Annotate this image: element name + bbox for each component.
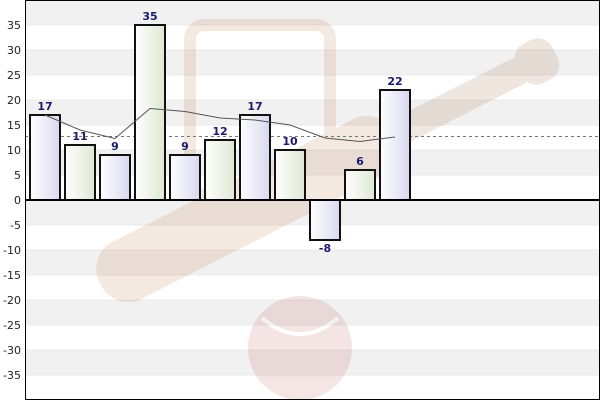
grid-band xyxy=(25,50,600,75)
grid-band xyxy=(25,250,600,275)
bar xyxy=(379,89,411,201)
y-tick-label: -15 xyxy=(3,269,21,282)
data-label: 35 xyxy=(142,10,157,23)
data-label: 11 xyxy=(72,130,87,143)
grid-band xyxy=(25,100,600,125)
bars xyxy=(29,24,411,241)
bar xyxy=(29,114,61,201)
y-tick-label: 15 xyxy=(7,119,21,132)
y-axis-ticks: 35 30 25 20 15 10 5 0 -5 -10 -15 -20 -25 -30 -35 xyxy=(3,19,21,382)
bar xyxy=(204,139,236,201)
data-label: 17 xyxy=(37,100,52,113)
y-tick-label: -30 xyxy=(3,344,21,357)
bar xyxy=(64,144,96,201)
y-tick-label: -35 xyxy=(3,369,21,382)
y-tick-label: 5 xyxy=(14,169,21,182)
data-label: -8 xyxy=(319,242,331,255)
data-label: 9 xyxy=(181,140,189,153)
grid-band xyxy=(25,300,600,325)
bar xyxy=(274,149,306,201)
bar xyxy=(309,199,341,241)
trend-line xyxy=(44,107,396,143)
y-tick-label: -5 xyxy=(10,219,21,232)
data-label: 17 xyxy=(247,100,262,113)
y-tick-label: -10 xyxy=(3,244,21,257)
y-tick-label: 35 xyxy=(7,19,21,32)
y-tick-label: 20 xyxy=(7,94,21,107)
y-tick-label: -25 xyxy=(3,319,21,332)
data-labels: 17 11 9 35 9 12 17 10 -8 6 22 xyxy=(37,10,402,255)
y-tick-label: 0 xyxy=(14,194,21,207)
data-label: 22 xyxy=(387,75,402,88)
bar xyxy=(344,169,376,201)
grid-band xyxy=(25,0,600,25)
grid-band xyxy=(25,350,600,375)
y-tick-label: 25 xyxy=(7,69,21,82)
y-tick-label: -20 xyxy=(3,294,21,307)
data-label: 6 xyxy=(356,155,364,168)
bar xyxy=(169,154,201,201)
bar xyxy=(99,154,131,201)
y-tick-label: 30 xyxy=(7,44,21,57)
bar xyxy=(239,114,271,201)
bar xyxy=(134,24,166,201)
data-label: 10 xyxy=(282,135,298,148)
data-label: 12 xyxy=(212,125,227,138)
data-label: 9 xyxy=(111,140,119,153)
y-tick-label: 10 xyxy=(7,144,21,157)
